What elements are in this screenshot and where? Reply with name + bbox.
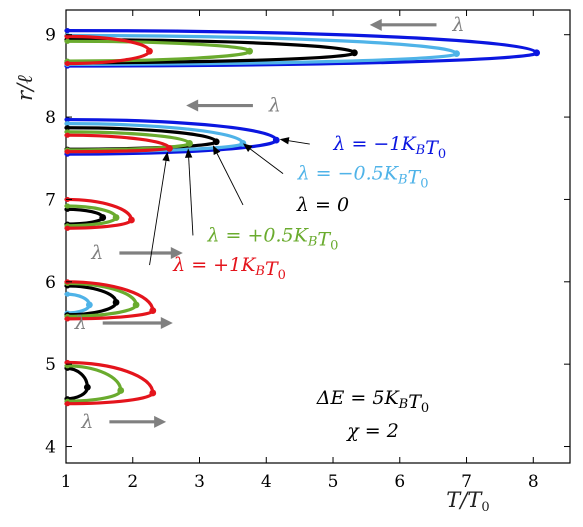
- loop-tip-point: [453, 50, 460, 58]
- loop-tip-point: [149, 307, 157, 315]
- annotation-label: λ = +1KBT0: [172, 254, 286, 283]
- loop-tip-point: [83, 383, 91, 391]
- leader-arrowhead: [242, 143, 253, 152]
- arrow-head: [369, 18, 382, 31]
- y-tick-label: 6: [45, 273, 56, 293]
- y-tick-label: 9: [45, 26, 56, 46]
- loop-start-point: [64, 38, 71, 44]
- annotation-0-5k-bt: λ = +0.5KBT0: [184, 148, 338, 253]
- loop-tip-point: [99, 214, 107, 221]
- leader-arrowhead: [162, 151, 170, 162]
- loop-tip-point: [350, 49, 358, 57]
- loop-tip-point: [128, 216, 135, 224]
- curve-loop: [64, 39, 252, 63]
- loop-start-point: [64, 27, 71, 34]
- x-tick-label: 3: [194, 472, 205, 492]
- y-tick-label: 7: [45, 190, 56, 210]
- loop-tip-point: [166, 144, 173, 152]
- ticks-layer: 1 2 3 4 5 6 7 8 4 5 6 7 8 9: [45, 10, 570, 492]
- x-tick-label: 7: [461, 472, 472, 492]
- curve-loop: [64, 207, 105, 226]
- arrow-head: [170, 246, 183, 259]
- loop-end-point: [64, 149, 71, 155]
- y-tick-label: 5: [45, 355, 56, 375]
- parameter-chi: χ = 2: [345, 420, 399, 442]
- loop-tip-point: [272, 136, 280, 144]
- lambda-label: λ: [74, 312, 87, 334]
- leader-line: [249, 148, 284, 175]
- y-tick-label: 8: [45, 108, 56, 128]
- loop-end-point: [64, 225, 71, 231]
- loop-tip-point: [112, 214, 120, 221]
- plot-frame: [65, 9, 571, 464]
- loop-start-point: [64, 121, 71, 127]
- loop-tip-point: [212, 138, 220, 146]
- loop-start-point: [64, 132, 71, 138]
- curve-loop: [64, 292, 91, 315]
- leader-line: [149, 160, 167, 266]
- lambda-label: λ: [268, 95, 281, 117]
- lambda-direction-arrow: λ: [90, 242, 183, 264]
- lambda-arrows-layer: λ λ λ λ λ: [74, 14, 465, 433]
- loop-start-point: [64, 125, 71, 131]
- curves-layer: [64, 27, 541, 407]
- loop-start-point: [64, 116, 71, 123]
- leader-line: [288, 140, 310, 145]
- x-tick-label: 2: [127, 472, 138, 492]
- annotation-1k-bt: λ = −1KBT0: [279, 133, 446, 162]
- x-tick-label: 6: [394, 472, 405, 492]
- x-tick-label: 1: [61, 472, 72, 492]
- lambda-label: λ: [451, 14, 464, 36]
- loop-end-point: [64, 401, 71, 407]
- leader-line: [216, 152, 244, 206]
- x-axis-label: T/T0: [446, 488, 489, 515]
- lambda-direction-arrow: λ: [74, 312, 173, 334]
- labels-layer: r/ℓ T/T0 ΔE = 5KBT0 χ = 2: [13, 75, 490, 515]
- annotation-label: λ = +0.5KBT0: [206, 224, 338, 253]
- loop-tip-point: [146, 47, 153, 55]
- x-tick-label: 4: [261, 472, 272, 492]
- leader-arrowhead: [279, 137, 290, 145]
- loop-tip-point: [132, 301, 140, 309]
- lambda-label: λ: [80, 411, 93, 433]
- lambda-label: λ: [90, 242, 103, 264]
- loop-start-point: [64, 291, 71, 297]
- lambda-direction-arrow: λ: [80, 411, 167, 433]
- annotation-label: λ = −1KBT0: [332, 133, 446, 162]
- annotation-label: λ = 0: [296, 194, 349, 216]
- lambda-direction-arrow: λ: [369, 14, 465, 36]
- loop-end-point: [64, 316, 71, 322]
- arrow-head: [160, 316, 173, 329]
- annotation-1k-bt: λ = +1KBT0: [149, 151, 286, 283]
- annotation-0: λ = 0: [212, 145, 349, 216]
- annotation-label: λ = −0.5KBT0: [297, 163, 429, 192]
- loop-tip-point: [533, 49, 541, 57]
- parameter-delta-e: ΔE = 5KBT0: [316, 387, 429, 416]
- x-tick-label: 8: [528, 472, 539, 492]
- leader-arrowhead: [184, 148, 193, 158]
- loop-tip-point: [149, 389, 157, 397]
- leader-line: [188, 157, 194, 236]
- loop-tip-point: [117, 387, 125, 394]
- loop-start-point: [64, 203, 71, 209]
- annotation-0-5k-bt: λ = −0.5KBT0: [242, 143, 429, 192]
- loop-tip-point: [112, 298, 120, 306]
- series-0: [64, 37, 358, 402]
- curve-loop: [64, 284, 118, 317]
- arrow-head: [154, 415, 167, 428]
- curve-loop: [64, 366, 89, 401]
- loop-tip-point: [246, 47, 253, 55]
- leader-arrowhead: [212, 145, 221, 156]
- loop-end-point: [64, 60, 71, 67]
- y-tick-label: 4: [45, 438, 56, 458]
- lambda-direction-arrow: λ: [186, 95, 281, 117]
- arrow-head: [186, 99, 199, 112]
- loop-tip-point: [186, 140, 193, 147]
- x-tick-label: 5: [328, 472, 339, 492]
- y-axis-label: r/ℓ: [13, 75, 37, 101]
- loop-tip-point: [85, 301, 93, 309]
